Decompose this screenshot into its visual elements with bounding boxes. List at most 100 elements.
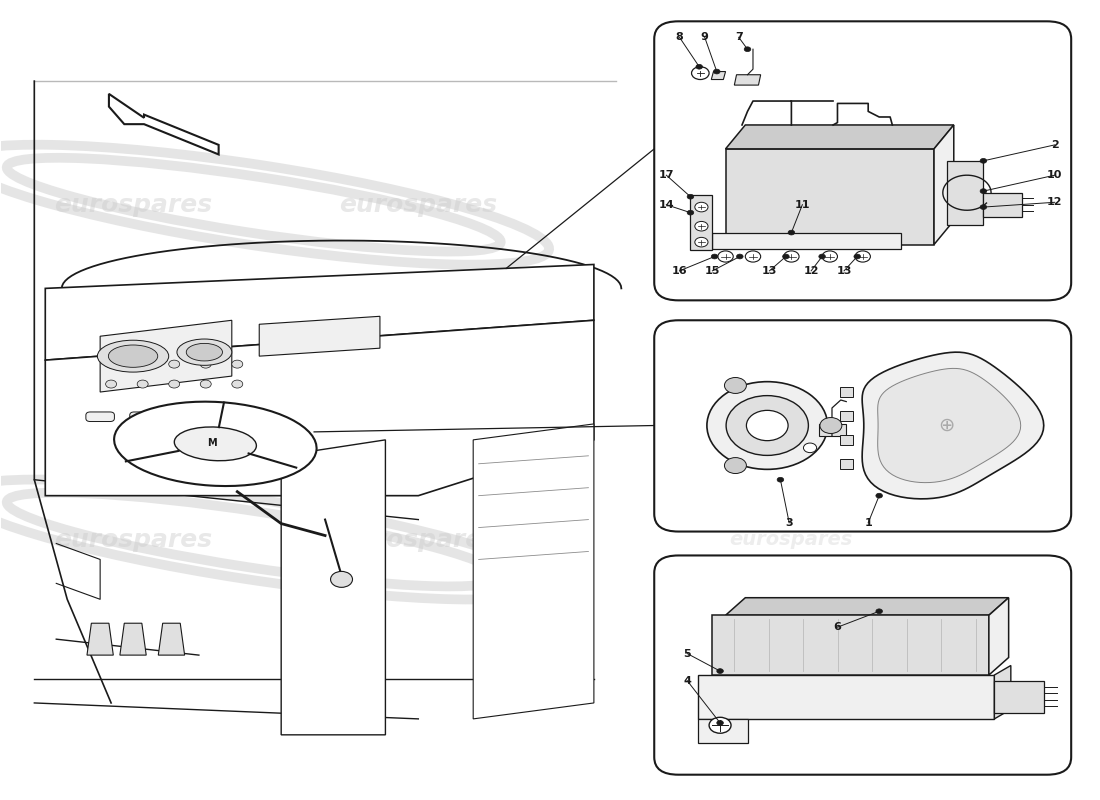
Circle shape	[803, 443, 816, 453]
Text: eurospares: eurospares	[729, 530, 854, 549]
Text: 7: 7	[735, 32, 743, 42]
Circle shape	[692, 66, 710, 79]
Text: 10: 10	[1047, 170, 1063, 180]
Circle shape	[980, 205, 987, 210]
Polygon shape	[473, 424, 594, 719]
Circle shape	[788, 230, 794, 235]
Circle shape	[725, 458, 747, 474]
Circle shape	[980, 189, 987, 194]
Text: 2: 2	[1050, 140, 1058, 150]
Circle shape	[168, 360, 179, 368]
Text: 11: 11	[794, 200, 810, 210]
Circle shape	[138, 360, 148, 368]
Circle shape	[876, 494, 882, 498]
Polygon shape	[726, 149, 934, 245]
Polygon shape	[712, 71, 726, 79]
Polygon shape	[100, 320, 232, 392]
Text: 8: 8	[675, 32, 683, 42]
Polygon shape	[120, 623, 146, 655]
FancyBboxPatch shape	[654, 555, 1071, 774]
Circle shape	[200, 360, 211, 368]
Text: 17: 17	[659, 170, 674, 180]
Text: 16: 16	[672, 266, 688, 276]
Polygon shape	[994, 681, 1044, 713]
Text: 13: 13	[762, 266, 777, 276]
Ellipse shape	[174, 427, 256, 461]
Polygon shape	[934, 125, 954, 245]
FancyBboxPatch shape	[86, 412, 114, 422]
Circle shape	[777, 478, 783, 482]
Ellipse shape	[747, 410, 788, 441]
Circle shape	[695, 238, 708, 247]
Polygon shape	[839, 387, 853, 397]
Polygon shape	[947, 161, 983, 225]
Polygon shape	[839, 411, 853, 421]
Polygon shape	[713, 233, 901, 249]
Circle shape	[331, 571, 352, 587]
Text: M: M	[207, 438, 217, 448]
Circle shape	[737, 254, 744, 259]
Polygon shape	[989, 598, 1009, 675]
Text: ⊕: ⊕	[938, 416, 955, 435]
FancyBboxPatch shape	[130, 412, 158, 422]
Polygon shape	[818, 424, 846, 436]
Circle shape	[168, 380, 179, 388]
Text: eurospares: eurospares	[729, 195, 854, 214]
Text: 9: 9	[701, 32, 708, 42]
Polygon shape	[698, 719, 748, 743]
Circle shape	[232, 380, 243, 388]
Ellipse shape	[177, 339, 232, 366]
Circle shape	[876, 609, 882, 614]
Circle shape	[822, 251, 837, 262]
Polygon shape	[87, 623, 113, 655]
Circle shape	[712, 254, 718, 259]
FancyBboxPatch shape	[174, 412, 202, 422]
Polygon shape	[45, 265, 594, 360]
Circle shape	[695, 222, 708, 231]
Polygon shape	[839, 435, 853, 445]
Text: eurospares: eurospares	[339, 193, 497, 217]
Ellipse shape	[726, 396, 808, 455]
Text: eurospares: eurospares	[339, 527, 497, 551]
Circle shape	[855, 251, 870, 262]
Circle shape	[820, 418, 842, 434]
Polygon shape	[260, 316, 379, 356]
Text: 13: 13	[836, 266, 851, 276]
FancyBboxPatch shape	[654, 320, 1071, 531]
Polygon shape	[726, 598, 1009, 615]
Polygon shape	[726, 125, 954, 149]
Text: 4: 4	[683, 676, 691, 686]
Ellipse shape	[707, 382, 827, 470]
Circle shape	[783, 251, 799, 262]
Ellipse shape	[98, 340, 168, 372]
Circle shape	[782, 254, 789, 259]
Ellipse shape	[186, 343, 222, 361]
Circle shape	[745, 47, 751, 52]
Circle shape	[710, 718, 732, 734]
Text: 14: 14	[659, 200, 674, 210]
Circle shape	[138, 380, 148, 388]
Text: 15: 15	[705, 266, 720, 276]
Text: ⬧: ⬧	[208, 471, 212, 480]
Circle shape	[200, 380, 211, 388]
Circle shape	[718, 251, 734, 262]
Text: eurospares: eurospares	[54, 527, 212, 551]
Polygon shape	[994, 666, 1011, 719]
Text: 12: 12	[1047, 198, 1063, 207]
Circle shape	[232, 360, 243, 368]
Polygon shape	[983, 193, 1022, 217]
Text: 3: 3	[785, 518, 793, 528]
Circle shape	[106, 360, 117, 368]
Text: 1: 1	[865, 518, 872, 528]
Polygon shape	[713, 615, 989, 675]
Circle shape	[717, 721, 724, 726]
Circle shape	[695, 202, 708, 212]
Polygon shape	[698, 675, 994, 719]
FancyBboxPatch shape	[654, 22, 1071, 300]
Circle shape	[746, 251, 761, 262]
Circle shape	[688, 210, 694, 215]
Circle shape	[818, 254, 825, 259]
Ellipse shape	[114, 402, 317, 486]
Polygon shape	[158, 623, 185, 655]
Polygon shape	[839, 459, 853, 469]
